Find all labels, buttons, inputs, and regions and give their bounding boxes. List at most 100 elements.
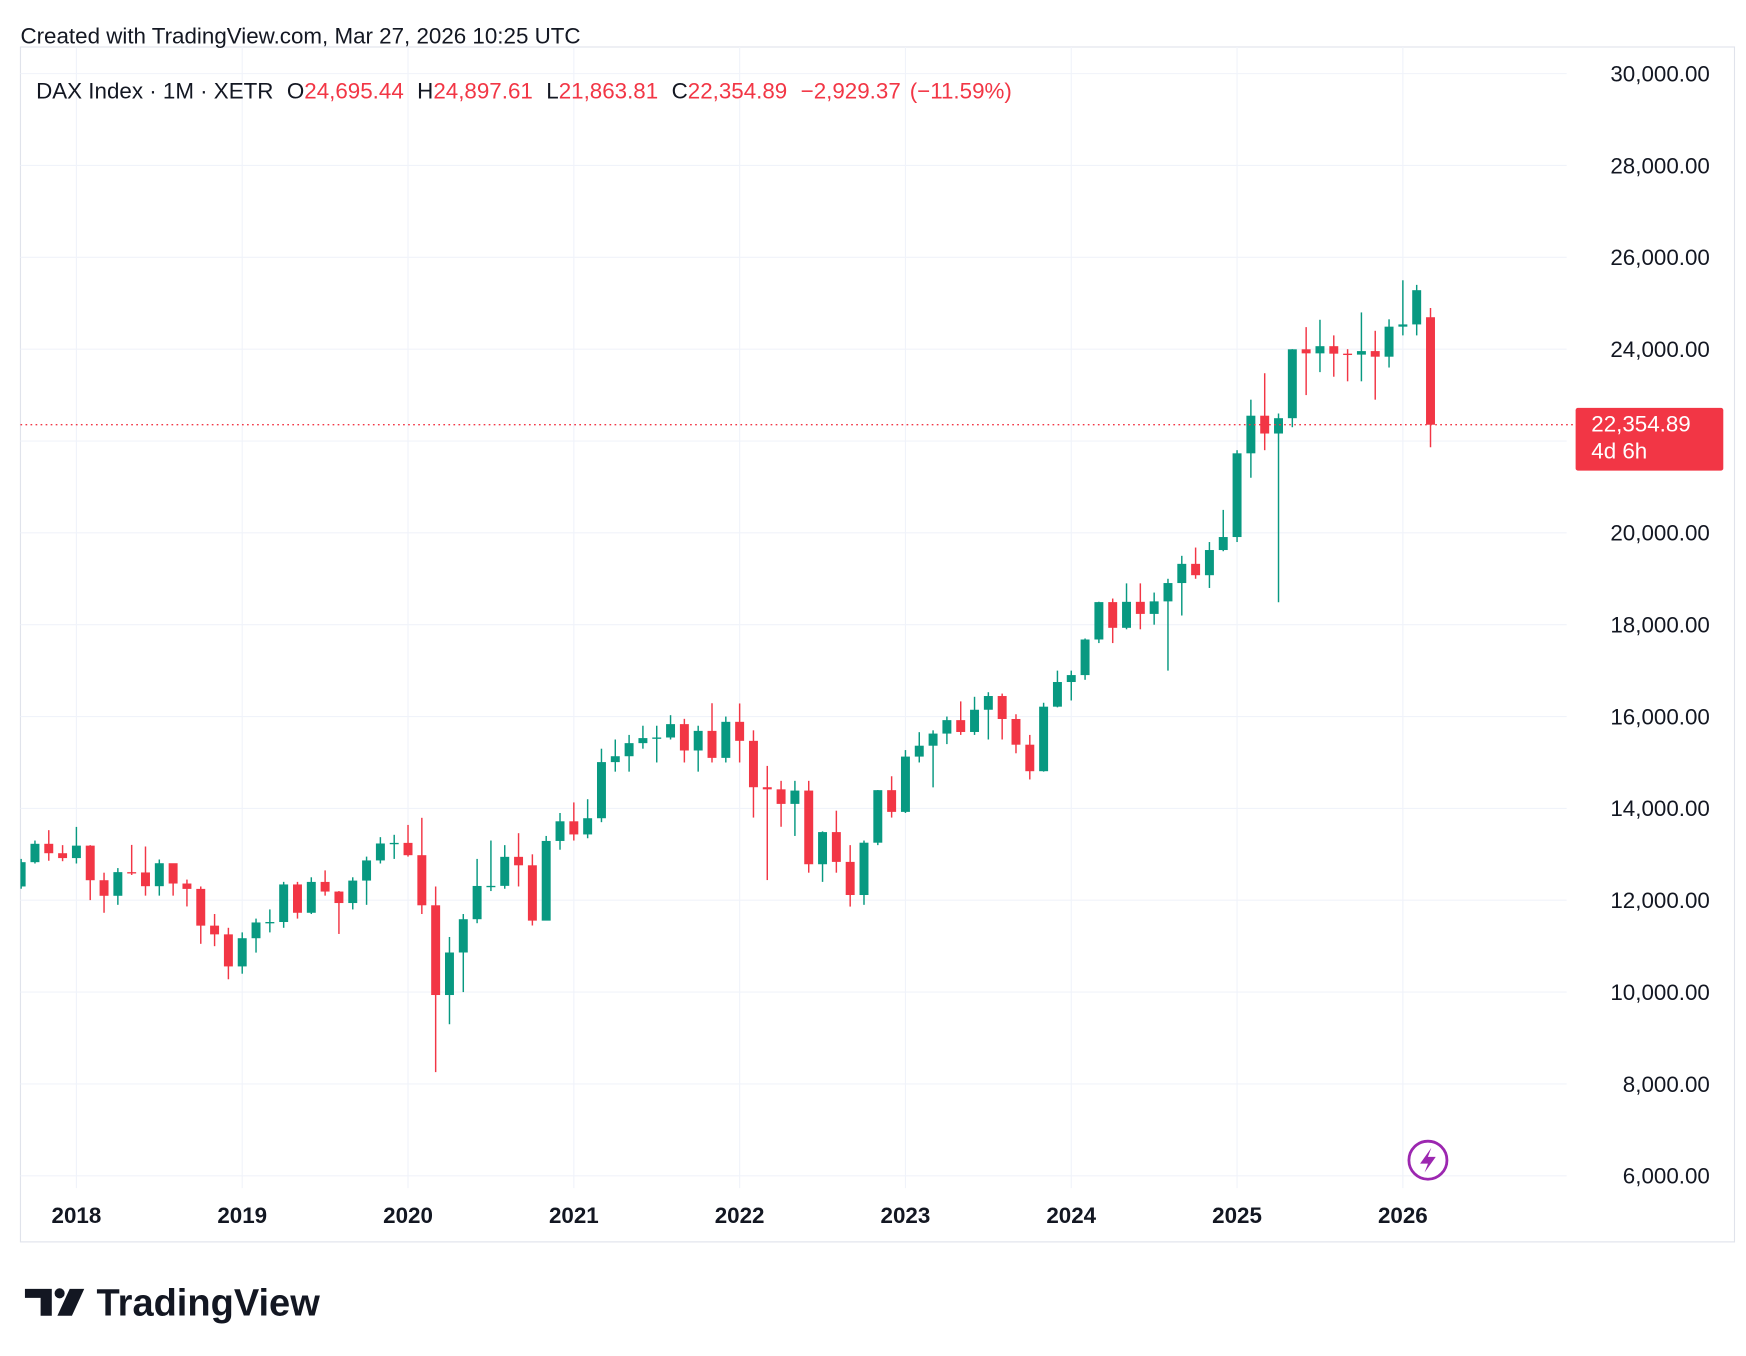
candle-body [306, 881, 316, 913]
close-value: 22,354.89 [688, 78, 787, 103]
candle-body [417, 855, 427, 906]
candle-body [983, 696, 993, 710]
logo-mark-2 [54, 1288, 65, 1299]
y-tick-label: 6,000.00 [1623, 1164, 1710, 1189]
countdown-label: 4d 6h [1591, 438, 1647, 463]
candle-body [196, 888, 206, 926]
candle-body [762, 787, 772, 790]
candle-body [652, 737, 662, 739]
candle-body [30, 843, 40, 863]
candle-body [887, 790, 897, 812]
open-value: 24,695.44 [304, 78, 403, 103]
x-tick-label: 2018 [52, 1203, 102, 1228]
created-caption: Created with TradingView.com, Mar 27, 20… [20, 24, 580, 49]
candle-body [1149, 601, 1159, 614]
candle-body [320, 881, 330, 892]
candle-body [569, 821, 579, 835]
x-tick-label: 2024 [1046, 1203, 1096, 1228]
candle-body [555, 821, 565, 841]
y-tick-label: 16,000.00 [1610, 704, 1709, 729]
last-price-label: 22,354.89 [1591, 411, 1690, 436]
candle-body [1232, 453, 1242, 538]
candle-body [804, 790, 814, 865]
candle-body [1287, 349, 1297, 419]
candle-body [956, 720, 966, 732]
y-tick-label: 20,000.00 [1610, 521, 1709, 546]
x-tick-label: 2022 [715, 1203, 765, 1228]
y-tick-label: 26,000.00 [1610, 245, 1709, 270]
candle-body [831, 832, 841, 862]
candle-body [1315, 346, 1325, 354]
candle-body [334, 891, 344, 904]
x-tick-label: 2025 [1212, 1203, 1262, 1228]
lightning-icon[interactable] [1407, 1139, 1449, 1181]
candle-body [210, 925, 220, 935]
candle-body [624, 743, 634, 757]
y-tick-label: 24,000.00 [1610, 337, 1709, 362]
candle-body [1356, 351, 1366, 355]
candle-body [845, 861, 855, 896]
candle-body [85, 845, 95, 881]
candle-body [431, 905, 441, 996]
candle-body [514, 856, 524, 866]
candle-body [403, 842, 413, 856]
candle-body [596, 762, 606, 819]
candle-body [182, 883, 192, 889]
y-tick-label: 28,000.00 [1610, 153, 1709, 178]
candle-body [279, 884, 289, 923]
close-label: C [672, 78, 688, 103]
legend: DAX Index · 1M · XETR O24,695.44 H24,897.6… [36, 78, 1012, 103]
x-tick-label: 2026 [1378, 1203, 1428, 1228]
candle-body [1011, 718, 1021, 745]
candle-body [527, 865, 537, 921]
x-tick-label: 2020 [383, 1203, 433, 1228]
candle-body [1412, 290, 1422, 325]
candle-body [1426, 317, 1435, 425]
candle-body [444, 952, 454, 996]
candle-body [1066, 675, 1076, 683]
candle-body [1122, 601, 1131, 628]
icon-bolt[interactable] [1420, 1147, 1436, 1173]
candle-body [362, 860, 372, 881]
x-tick-label: 2023 [881, 1203, 931, 1228]
candle-body [1094, 602, 1104, 640]
candle-body [721, 721, 731, 758]
candle-body [251, 922, 261, 939]
candle-body [1204, 550, 1214, 576]
y-tick-label: 10,000.00 [1610, 980, 1709, 1005]
candle-body [1108, 602, 1118, 628]
candle-body [818, 832, 828, 865]
candle-body [127, 872, 137, 874]
candle-body [141, 872, 150, 887]
candle-body [638, 738, 648, 744]
logo-mark-1 [24, 1288, 52, 1316]
candle-body [1343, 353, 1353, 356]
candle-body [1052, 682, 1062, 707]
candle-body [666, 724, 676, 738]
candle-body [1301, 349, 1311, 354]
x-tick-label: 2021 [549, 1203, 599, 1228]
symbol: DAX Index · 1M · XETR [36, 78, 273, 103]
last-price-box [1575, 407, 1724, 471]
candle-body [997, 696, 1007, 719]
candle-body [873, 790, 883, 843]
y-tick-label: 12,000.00 [1610, 888, 1709, 913]
logo-text: TradingView [97, 1283, 321, 1325]
candle-body [389, 842, 399, 845]
candle-body [71, 845, 81, 859]
candle-body [735, 721, 745, 741]
open-label: O [287, 78, 304, 103]
change-value: −2,929.37 [801, 78, 901, 103]
candle-body [1135, 601, 1145, 614]
candle-body [154, 863, 164, 887]
y-tick-label: 14,000.00 [1610, 796, 1709, 821]
candle-body [859, 842, 869, 896]
candle-body [914, 745, 924, 757]
high-label: H [417, 78, 433, 103]
candle-body [500, 856, 510, 886]
high-value: 24,897.61 [433, 78, 532, 103]
candle-body [1274, 418, 1283, 434]
candle-body [1370, 351, 1380, 357]
